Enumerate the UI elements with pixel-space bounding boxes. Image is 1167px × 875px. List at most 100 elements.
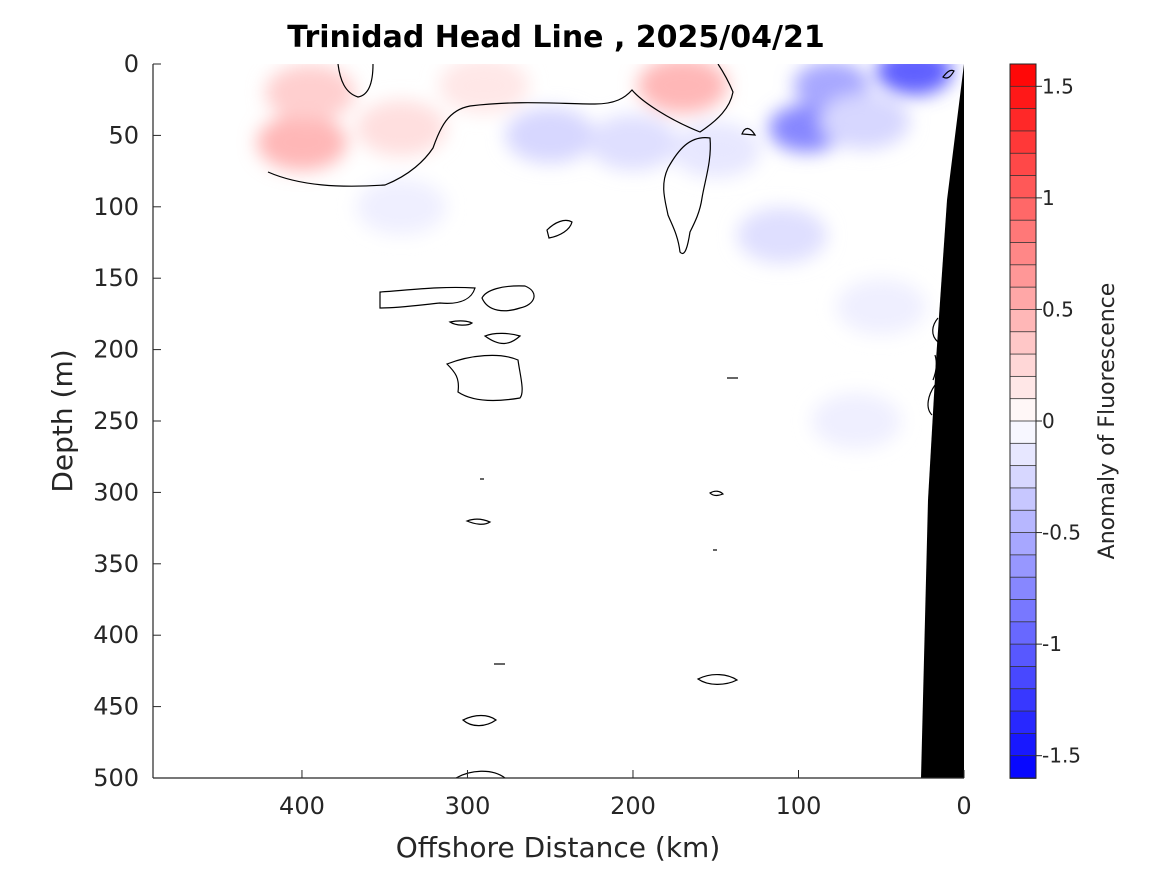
colorbar-segment xyxy=(1009,197,1037,222)
colorbar-segment xyxy=(1009,732,1037,757)
anomaly-patch xyxy=(356,100,447,157)
colorbar-segment xyxy=(1009,509,1037,534)
colorbar-segment xyxy=(1009,331,1037,355)
anomaly-patch xyxy=(670,121,761,178)
x-axis: 400 300 200 100 0 xyxy=(279,770,972,820)
zero-contour-deep-3 xyxy=(465,518,492,525)
x-tick-label: 300 xyxy=(445,792,491,820)
zero-contour-deep-8 xyxy=(461,714,498,727)
y-tick-label: 400 xyxy=(93,621,139,649)
colorbar-segment xyxy=(1009,219,1037,244)
y-tick-label: 0 xyxy=(124,50,139,78)
anomaly-patch xyxy=(819,93,910,150)
plot-frame xyxy=(152,64,964,779)
zero-contour-deep-9 xyxy=(455,770,506,778)
zero-contour-mid-5 xyxy=(445,354,523,402)
colorbar-segment xyxy=(1009,152,1037,177)
y-tick-label: 150 xyxy=(93,264,139,292)
anomaly-patch xyxy=(505,107,596,164)
colorbar-segment xyxy=(1009,554,1037,579)
anomaly-field xyxy=(256,64,953,449)
zero-contour-mid-2 xyxy=(481,285,535,312)
zero-contours xyxy=(267,64,955,778)
zero-contour-mid-1 xyxy=(379,286,476,309)
anomaly-patch xyxy=(876,64,953,96)
colorbar-segment xyxy=(1009,576,1037,601)
colorbar-segment xyxy=(1009,621,1037,646)
chart-title: Trinidad Head Line , 2025/04/21 xyxy=(287,20,824,55)
y-tick-label: 350 xyxy=(93,550,139,578)
x-tick-label: 200 xyxy=(610,792,656,820)
zero-contour-wedge xyxy=(663,137,711,254)
x-tick-label: 100 xyxy=(776,792,822,820)
zero-contour-slope-1 xyxy=(942,69,955,79)
colorbar-tick-label: -1.5 xyxy=(1042,744,1081,768)
y-tick-label: 250 xyxy=(93,407,139,435)
zero-contour-mid-4 xyxy=(483,332,522,345)
zero-contour-deep-7 xyxy=(696,674,739,685)
colorbar-tick-label: -0.5 xyxy=(1042,521,1081,545)
colorbar-segment xyxy=(1009,599,1037,623)
colorbar-segment xyxy=(1009,108,1037,132)
y-tick-label: 200 xyxy=(93,336,139,364)
colorbar-segment xyxy=(1009,242,1037,266)
colorbar-segment xyxy=(1009,710,1037,735)
anomaly-patch xyxy=(439,64,530,114)
y-tick-label: 450 xyxy=(93,693,139,721)
colorbar-segment xyxy=(1009,420,1037,445)
colorbar-segment xyxy=(1009,375,1037,400)
colorbar xyxy=(1009,63,1037,779)
colorbar-segment xyxy=(1009,264,1037,289)
y-tick-label: 50 xyxy=(108,121,139,149)
colorbar-segment xyxy=(1009,353,1037,378)
anomaly-patch xyxy=(265,64,356,121)
colorbar-label: Anomaly of Fluorescence xyxy=(1095,283,1120,560)
colorbar-segment xyxy=(1009,85,1037,110)
y-axis-label: Depth (m) xyxy=(46,349,79,492)
anomaly-patch xyxy=(836,278,927,335)
x-axis-label: Offshore Distance (km) xyxy=(396,831,721,864)
x-tick-label: 400 xyxy=(279,792,325,820)
y-tick-label: 100 xyxy=(93,193,139,221)
colorbar-segment xyxy=(1009,175,1037,199)
colorbar-segment xyxy=(1009,465,1037,489)
zero-contour-main xyxy=(267,64,734,187)
colorbar-segment xyxy=(1009,532,1037,556)
colorbar-tick-label: 1 xyxy=(1042,186,1055,210)
colorbar-segment xyxy=(1009,688,1037,712)
anomaly-patch xyxy=(587,114,678,171)
zero-contour-top-left xyxy=(337,64,374,98)
anomaly-patch xyxy=(637,64,728,114)
colorbar-segment xyxy=(1009,755,1037,779)
zero-contour-slope-4 xyxy=(927,384,936,416)
anomaly-patch xyxy=(736,207,827,264)
seafloor-bathymetry xyxy=(921,64,964,778)
y-axis: 0 50 100 150 200 250 300 350 400 450 500 xyxy=(93,50,161,792)
anomaly-patch xyxy=(811,393,902,449)
colorbar-segment xyxy=(1009,643,1037,668)
colorbar-tick-label: 0 xyxy=(1042,409,1055,433)
colorbar-segment xyxy=(1009,63,1037,88)
zero-contour-small-1 xyxy=(741,127,757,136)
anomaly-patch xyxy=(356,178,447,235)
y-tick-label: 500 xyxy=(93,764,139,792)
colorbar-tick-label: -1 xyxy=(1042,632,1062,656)
anomaly-patch xyxy=(256,114,347,171)
colorbar-segment xyxy=(1009,487,1037,512)
colorbar-segment xyxy=(1009,442,1037,467)
zero-contour-slope-2 xyxy=(932,317,939,343)
y-tick-label: 300 xyxy=(93,478,139,506)
colorbar-segment xyxy=(1009,309,1037,333)
zero-contour-small-2 xyxy=(546,219,573,239)
colorbar-segment xyxy=(1009,398,1037,422)
x-tick-label: 0 xyxy=(956,792,971,820)
zero-contour-mid-3 xyxy=(448,320,474,326)
zero-contour-deep-4 xyxy=(709,490,725,496)
colorbar-segment xyxy=(1009,130,1037,155)
colorbar-tick-label: 1.5 xyxy=(1042,74,1074,98)
colorbar-ticks: 1.5 1 0.5 0 -0.5 -1 -1.5 xyxy=(1036,74,1081,768)
colorbar-tick-label: 0.5 xyxy=(1042,297,1074,321)
colorbar-segment xyxy=(1009,286,1037,311)
colorbar-segment xyxy=(1009,666,1037,690)
